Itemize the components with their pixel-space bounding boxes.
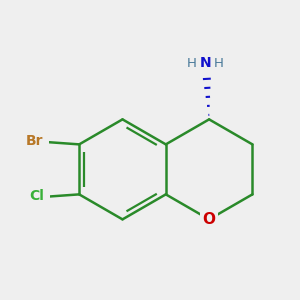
Text: H: H bbox=[214, 57, 224, 70]
FancyBboxPatch shape bbox=[200, 211, 218, 227]
Text: Br: Br bbox=[26, 134, 43, 148]
FancyBboxPatch shape bbox=[23, 189, 50, 205]
Text: N: N bbox=[200, 56, 211, 70]
FancyBboxPatch shape bbox=[182, 56, 232, 73]
Text: Cl: Cl bbox=[29, 189, 44, 202]
Text: O: O bbox=[202, 212, 216, 227]
FancyBboxPatch shape bbox=[19, 134, 49, 150]
Text: H: H bbox=[187, 57, 196, 70]
